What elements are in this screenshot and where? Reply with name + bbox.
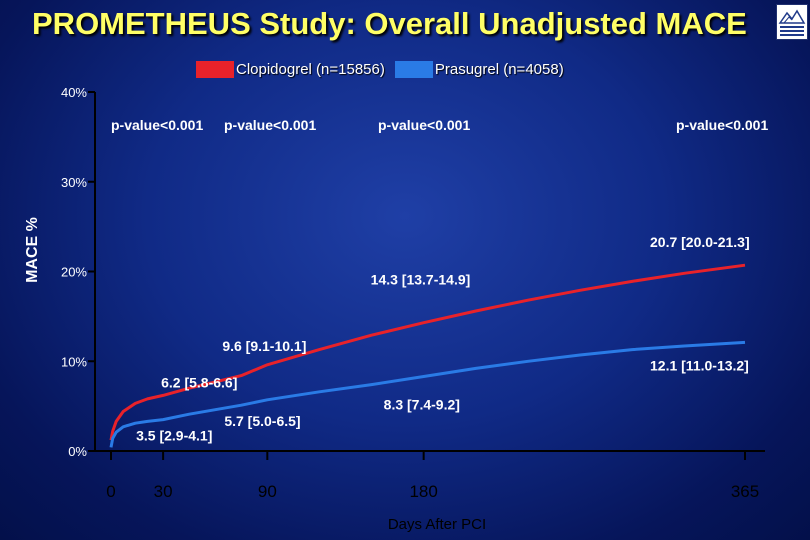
chart-legend: Clopidogrel (n=15856) Prasugrel (n=4058) xyxy=(196,58,574,80)
data-label: 6.2 [5.8-6.6] xyxy=(161,374,237,390)
y-tick-label: 0% xyxy=(68,444,87,459)
legend-swatch-prasugrel xyxy=(394,60,433,78)
x-axis-title: Days After PCI xyxy=(388,516,486,533)
chart-series xyxy=(109,263,746,448)
data-label: 20.7 [20.0-21.3] xyxy=(650,234,750,250)
legend-item-clopidogrel: Clopidogrel (n=15856) xyxy=(196,60,385,78)
p-value-label: p-value<0.001 xyxy=(224,117,316,133)
data-label: 12.1 [11.0-13.2] xyxy=(650,357,749,373)
y-tick-label: 40% xyxy=(61,85,87,100)
legend-swatch-clopidogrel xyxy=(196,60,234,78)
page-title: PROMETHEUS Study: Overall Unadjusted MAC… xyxy=(32,6,747,41)
y-tick-label: 10% xyxy=(61,354,87,369)
p-value-label: p-value<0.001 xyxy=(111,117,203,133)
series-line-clopidogrel xyxy=(109,263,746,441)
x-tick-label: 0 xyxy=(106,482,115,501)
chart-annotations: 6.2 [5.8-6.6] 9.6 [9.1-10.1] 14.3 [13.7-14… xyxy=(111,117,768,444)
data-label: 8.3 [7.4-9.2] xyxy=(384,397,460,413)
x-tick-label: 30 xyxy=(154,482,173,501)
data-label: 5.7 [5.0-6.5] xyxy=(224,413,300,429)
legend-label-clopidogrel: Clopidogrel (n=15856) xyxy=(236,60,385,78)
data-label: 3.5 [2.9-4.1] xyxy=(136,428,212,444)
x-tick-label: 90 xyxy=(258,482,277,501)
y-axis-title: MACE % xyxy=(24,217,41,283)
mount-sinai-logo xyxy=(776,4,808,40)
series-line-prasugrel xyxy=(109,340,746,448)
x-tick-label: 180 xyxy=(409,482,437,501)
y-tick-label: 30% xyxy=(61,175,87,190)
y-tick-label: 20% xyxy=(61,265,87,280)
legend-label-prasugrel: Prasugrel (n=4058) xyxy=(434,60,564,78)
data-label: 9.6 [9.1-10.1] xyxy=(222,338,306,354)
p-value-label: p-value<0.001 xyxy=(378,117,470,133)
x-tick-label: 365 xyxy=(731,482,759,501)
data-label: 14.3 [13.7-14.9] xyxy=(371,272,471,288)
p-value-label: p-value<0.001 xyxy=(676,117,768,133)
legend-item-prasugrel: Prasugrel (n=4058) xyxy=(394,60,564,78)
chart-axes: 0% 10% 20% 30% 40% 0 30 90 180 365 xyxy=(61,85,765,501)
